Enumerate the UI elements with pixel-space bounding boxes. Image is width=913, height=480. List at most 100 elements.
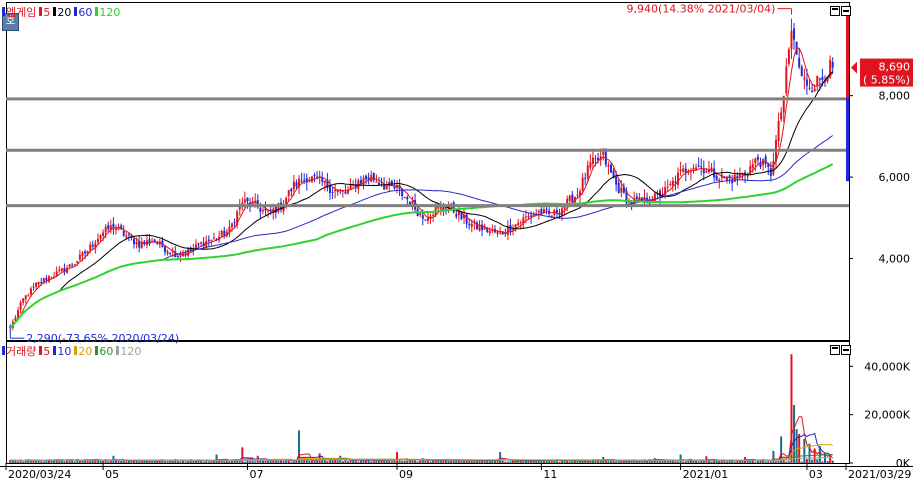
candle-body [689, 171, 692, 173]
volume-legend-ma-120[interactable]: 120 [116, 345, 141, 358]
candle-body [27, 295, 30, 297]
candle-body [287, 190, 290, 197]
settings-icon-label: 호 [5, 16, 16, 27]
volume-bar [450, 459, 453, 463]
candle-body [813, 88, 816, 92]
candle-body [805, 79, 808, 86]
candle-body [81, 252, 84, 257]
volume-pane-minimize-button[interactable] [841, 345, 851, 355]
price-pane-maximize-button[interactable] [830, 6, 840, 16]
volume-bar [316, 459, 319, 463]
volume-bar [687, 459, 690, 463]
candle-body [58, 269, 61, 271]
candle-body [274, 206, 277, 213]
candle-body [759, 162, 762, 167]
candle-body [475, 222, 478, 229]
price-legend-ma-120[interactable]: 120 [95, 6, 120, 19]
price-legend-ma-5[interactable]: 5 [39, 6, 50, 19]
candle-body [349, 184, 352, 190]
volume-bar [519, 460, 522, 463]
candle-body [259, 207, 262, 212]
volume-bar [702, 460, 705, 463]
candle-body [50, 277, 53, 279]
candle-body [571, 194, 574, 203]
candle-body [468, 223, 471, 225]
volume-bar [269, 460, 272, 463]
candle-body [109, 225, 112, 230]
volume-bar [751, 460, 754, 463]
volume-bar [194, 460, 197, 463]
volume-bar [723, 460, 726, 463]
volume-bar [700, 459, 703, 463]
volume-bar [179, 461, 182, 463]
volume-bar [341, 461, 344, 463]
price-legend-ma-60[interactable]: 60 [74, 6, 92, 19]
volume-bar [398, 460, 401, 463]
volume-bar [86, 459, 89, 463]
candle-body [499, 232, 502, 234]
volume-legend-ma-label: 60 [99, 344, 114, 358]
candle-body [24, 295, 27, 300]
candle-body [321, 177, 324, 182]
candle-body [63, 267, 66, 272]
volume-bar [457, 460, 460, 463]
volume-legend: 거래량 5 10 20 60 120 [2, 343, 141, 359]
volume-bar [597, 459, 600, 463]
volume-pane-maximize-button[interactable] [830, 345, 840, 355]
price-legend-ma-20[interactable]: 20 [53, 6, 71, 19]
volume-bar [622, 460, 625, 463]
volume-bar [156, 460, 159, 463]
candle-body [486, 227, 489, 232]
candle-body [174, 251, 177, 258]
volume-bar [558, 461, 561, 463]
volume-legend-ma-60[interactable]: 60 [95, 345, 113, 358]
candle-body [37, 281, 40, 285]
volume-bar [383, 459, 386, 463]
price-pane-minimize-button[interactable] [841, 6, 851, 16]
volume-bar [488, 460, 491, 463]
volume-bar [607, 461, 610, 463]
low-annotation: 2,290(-73.65% 2020/03/24) [26, 332, 179, 345]
candle-body [272, 208, 275, 213]
volume-bar [661, 459, 664, 463]
candle-body [530, 215, 533, 217]
candle-body [777, 120, 780, 142]
volume-legend-name: 거래량 [6, 345, 37, 358]
high-annotation: 9,940(14.38% 2021/03/04) [627, 3, 776, 16]
volume-bar [738, 461, 741, 463]
ma-120-line [9, 163, 834, 329]
volume-bar [96, 459, 99, 463]
volume-bar [808, 443, 811, 463]
x-tick-label: 2021/01 [683, 468, 729, 480]
candle-body [808, 87, 811, 89]
volume-bar [143, 460, 146, 463]
volume-bar [666, 460, 669, 463]
volume-bar [53, 459, 56, 463]
candle-body [53, 276, 56, 279]
volume-bar [726, 461, 729, 463]
volume-bar [114, 460, 117, 463]
volume-bar [483, 460, 486, 463]
volume-bar [829, 454, 832, 463]
candle-body [125, 235, 128, 238]
volume-bar [76, 459, 79, 463]
candle-body [584, 178, 587, 180]
candle-body [267, 210, 270, 212]
volume-bar [411, 459, 414, 463]
volume-legend-ma-5[interactable]: 5 [39, 345, 50, 358]
candle-body [135, 241, 138, 245]
price-legend-title: 엠게임 [2, 4, 36, 20]
volume-bar [530, 460, 533, 463]
candle-body [829, 59, 832, 78]
volume-legend-ma-10[interactable]: 10 [53, 345, 71, 358]
candle-body [47, 276, 50, 282]
candle-body [251, 201, 254, 205]
candle-body [705, 170, 708, 173]
candle-body [818, 78, 821, 80]
candle-body [751, 163, 754, 169]
candle-body [723, 176, 726, 178]
chart-settings-icon[interactable]: 호 [2, 13, 19, 31]
volume-bar [303, 459, 306, 463]
volume-legend-ma-20[interactable]: 20 [74, 345, 92, 358]
candle-body [187, 248, 190, 256]
